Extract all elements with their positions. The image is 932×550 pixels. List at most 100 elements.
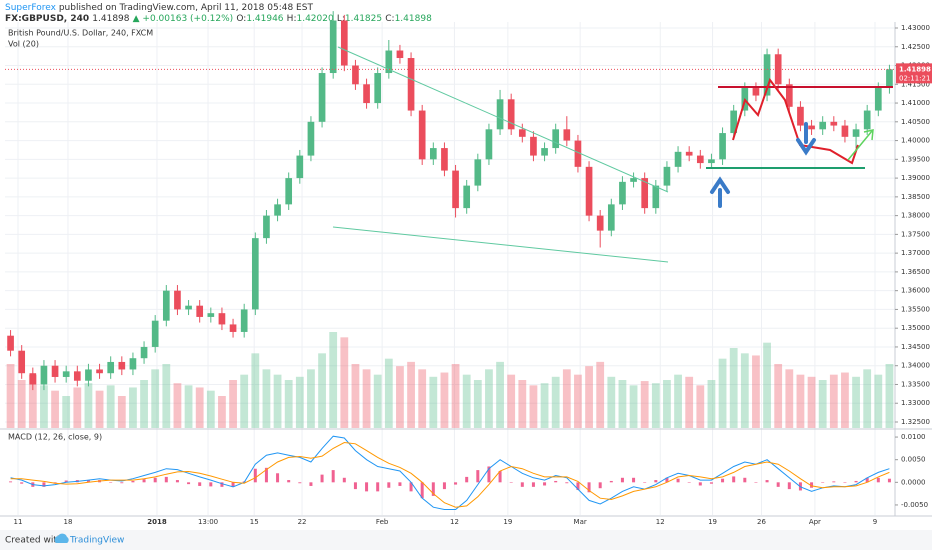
x-tick-label: 9 xyxy=(873,518,877,526)
macd-histogram xyxy=(431,482,435,496)
y-tick-label: 1.35500 xyxy=(901,305,930,313)
y-tick-label: 1.34500 xyxy=(901,343,930,351)
macd-histogram xyxy=(754,482,758,483)
volume-bar xyxy=(596,361,605,428)
volume-bar xyxy=(129,387,137,428)
header-line: SuperForex published on TradingView.com,… xyxy=(5,3,313,13)
candle-body xyxy=(785,84,793,107)
macd-title: MACD (12, 26, close, 9) xyxy=(8,433,102,442)
volume-bar xyxy=(752,355,760,428)
volume-bar xyxy=(874,374,883,428)
macd-histogram xyxy=(509,482,513,483)
candle-body xyxy=(7,335,14,351)
volume-bar xyxy=(429,376,438,428)
x-tick-label: Feb xyxy=(376,518,389,526)
volume-bar xyxy=(507,374,516,428)
macd-histogram xyxy=(765,480,769,483)
macd-histogram xyxy=(276,473,280,483)
candle-body xyxy=(51,365,59,377)
macd-histogram xyxy=(787,482,791,490)
zigzag xyxy=(732,77,859,165)
candle-body xyxy=(274,204,281,216)
macd-histogram xyxy=(342,477,346,483)
macd-histogram xyxy=(887,478,891,483)
volume-bar xyxy=(685,376,694,428)
volume-bar xyxy=(829,374,838,428)
macd-histogram xyxy=(587,482,591,493)
y-tick-label: 1.41000 xyxy=(901,99,930,107)
candle-body xyxy=(886,69,893,89)
volume-bar xyxy=(763,342,771,428)
candle-body xyxy=(774,54,782,85)
macd-histogram xyxy=(543,482,547,486)
volume-title: Vol (20) xyxy=(8,40,39,49)
macd-histogram xyxy=(531,482,535,487)
y-tick-label: 1.39500 xyxy=(901,155,930,163)
macd-histogram xyxy=(253,468,257,483)
published: published on TradingView.com, April 11, … xyxy=(59,3,314,13)
volume-bar xyxy=(718,358,727,428)
candle-body xyxy=(452,170,459,209)
macd-histogram xyxy=(721,478,725,483)
candle-body xyxy=(374,73,382,104)
last-price-label: 1.41898 xyxy=(899,65,931,73)
volume-bar xyxy=(307,369,315,428)
macd-line xyxy=(10,441,890,508)
volume-bar xyxy=(162,364,171,428)
candle-body xyxy=(719,133,726,160)
x-tick-label: 22 xyxy=(298,518,307,526)
publisher: SuperForex xyxy=(5,3,57,13)
x-tick-label: 13:00 xyxy=(198,518,218,526)
volume-bar xyxy=(351,364,360,428)
candle-body xyxy=(685,151,693,156)
candle-body xyxy=(73,371,81,381)
volume-layer xyxy=(6,332,894,428)
candle-body xyxy=(85,369,92,381)
macd-histogram xyxy=(465,476,469,483)
volume-bar xyxy=(618,380,627,428)
symbol: FX:GBPUSD, 240 xyxy=(5,14,89,24)
y-tick-label: 1.35000 xyxy=(901,324,930,332)
candle-body xyxy=(62,371,70,377)
volume-bar xyxy=(863,369,872,428)
macd-histogram xyxy=(298,482,302,484)
candle-body xyxy=(352,65,359,85)
volume-bar xyxy=(574,374,582,428)
x-tick-label: 15 xyxy=(250,518,259,526)
macd-histogram xyxy=(320,474,324,483)
footer-created: Created with xyxy=(5,536,63,546)
macd-histogram xyxy=(554,480,558,483)
footer-brand[interactable]: TradingView xyxy=(69,536,124,546)
candle-body xyxy=(229,324,237,332)
macd-histogram xyxy=(698,482,702,486)
macd-histogram xyxy=(665,477,669,483)
volume-bar xyxy=(273,374,282,428)
l-value: 1.41825 xyxy=(345,14,382,24)
y-tick-label: 1.33000 xyxy=(901,399,930,407)
volume-bar xyxy=(540,383,549,428)
macd-histogram xyxy=(676,478,680,483)
volume-bar xyxy=(84,383,93,428)
logo xyxy=(54,533,69,543)
candle-body xyxy=(874,88,882,111)
macd-line xyxy=(10,435,890,510)
candle-body xyxy=(541,148,548,156)
candle-body xyxy=(307,121,315,156)
candle-body xyxy=(29,373,37,385)
candle-body xyxy=(663,166,671,186)
volume-bar xyxy=(629,385,638,428)
macd-histogram xyxy=(209,482,213,487)
volume-bar xyxy=(407,361,415,428)
volume-bar xyxy=(284,380,293,428)
volume-bar xyxy=(62,396,71,428)
volume-bar xyxy=(640,381,649,428)
macd-histogram xyxy=(854,480,858,483)
macd-histogram xyxy=(876,477,880,483)
candle-body xyxy=(174,290,181,310)
volume-bar xyxy=(140,380,148,428)
macd-histogram xyxy=(287,480,291,483)
y-tick-label: -0.0050 xyxy=(901,501,928,509)
macd-histogram xyxy=(821,482,825,483)
candle-body xyxy=(185,305,192,310)
